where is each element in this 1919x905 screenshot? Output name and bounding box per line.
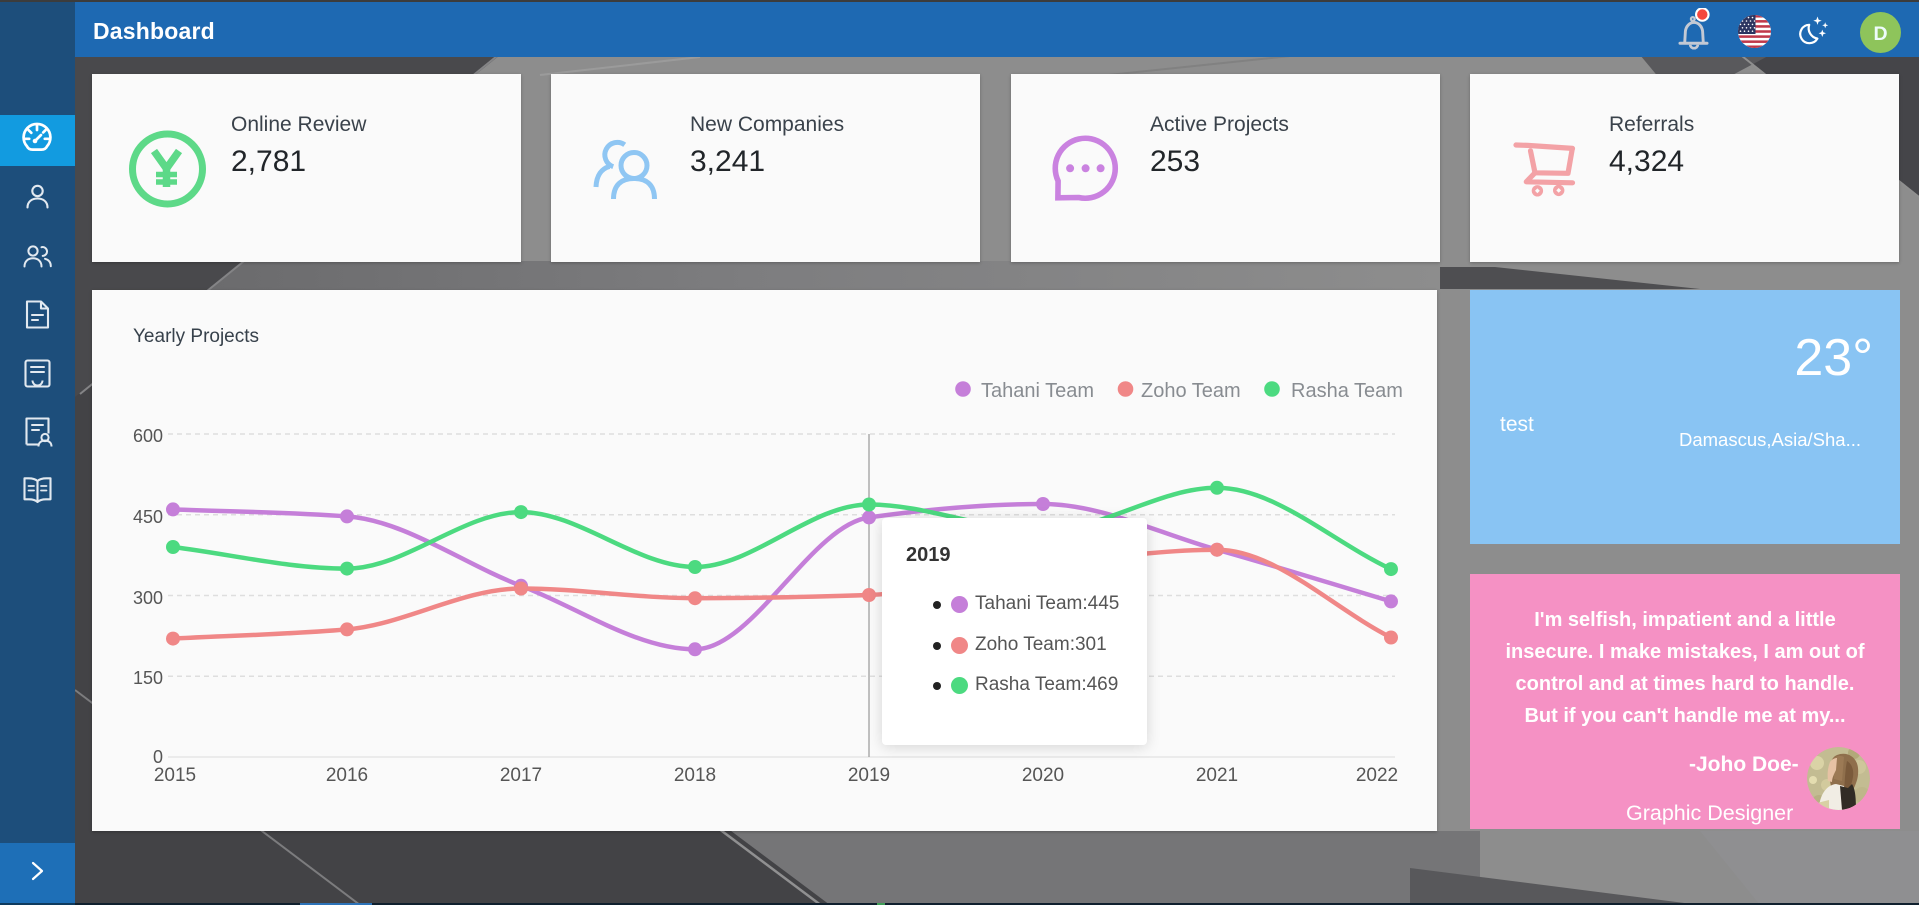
svg-text:150: 150 xyxy=(133,668,163,688)
svg-text:D: D xyxy=(1873,23,1887,45)
svg-text:0: 0 xyxy=(153,747,163,767)
svg-text:2019: 2019 xyxy=(848,765,890,786)
svg-text:2016: 2016 xyxy=(326,765,368,786)
svg-text:2022: 2022 xyxy=(1356,765,1398,786)
svg-text:Zoho Team: Zoho Team xyxy=(1141,380,1241,402)
svg-text:2021: 2021 xyxy=(1196,765,1238,786)
svg-text:2020: 2020 xyxy=(1022,765,1064,786)
svg-text:Tahani Team: Tahani Team xyxy=(981,380,1094,402)
svg-text:2017: 2017 xyxy=(500,765,542,786)
svg-text:600: 600 xyxy=(133,426,163,446)
svg-text:450: 450 xyxy=(133,507,163,527)
svg-text:2015: 2015 xyxy=(154,765,196,786)
svg-text:Rasha Team: Rasha Team xyxy=(1291,380,1403,402)
svg-text:2018: 2018 xyxy=(674,765,716,786)
svg-text:300: 300 xyxy=(133,588,163,608)
